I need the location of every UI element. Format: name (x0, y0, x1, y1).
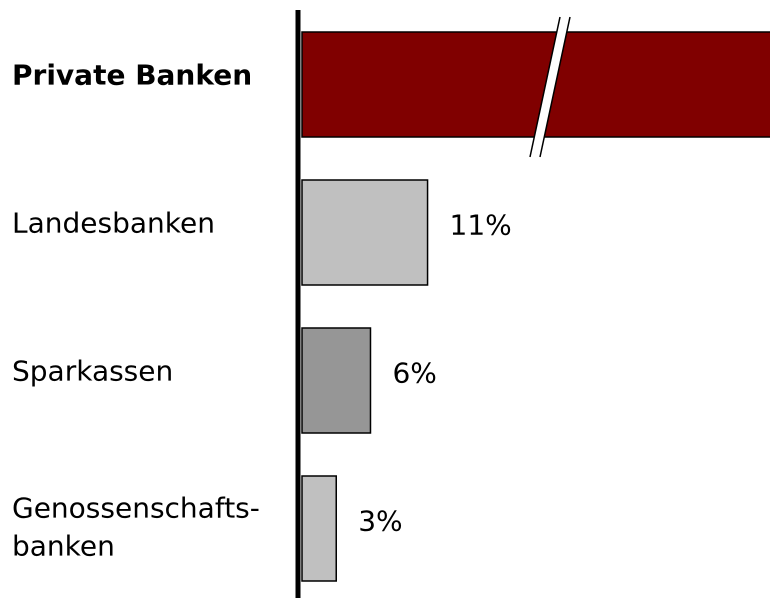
value-label: 11% (450, 209, 512, 242)
bar (301, 31, 770, 138)
axis-break-edge (539, 16, 571, 158)
axis-break-edge (529, 16, 561, 158)
category-label: Sparkassen (12, 355, 173, 388)
bars (301, 31, 770, 582)
bar (301, 327, 372, 434)
bar (301, 179, 429, 286)
value-label: 6% (392, 357, 436, 390)
bar (301, 475, 337, 582)
category-label: Private Banken (12, 59, 252, 92)
value-label: 3% (358, 505, 402, 538)
axis-break (530, 17, 570, 157)
category-label: Genossenschafts-banken (12, 492, 260, 563)
category-label: Landesbanken (12, 207, 215, 240)
